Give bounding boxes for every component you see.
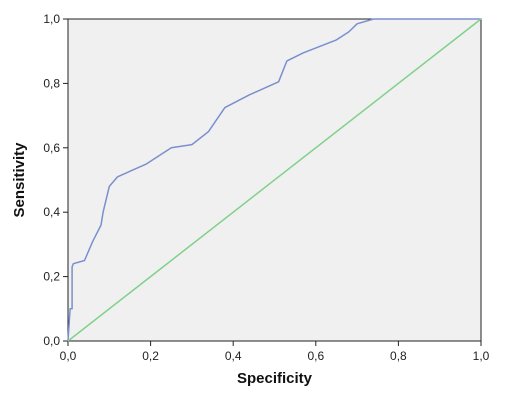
reference-diagonal-line	[67, 18, 482, 342]
y-tick-label: 0,0	[43, 334, 60, 348]
y-axis-title: Sensitivity	[11, 142, 28, 218]
y-tick-label: 0,4	[43, 205, 60, 219]
series-layer	[67, 18, 482, 342]
y-axis: 0,0 0,2 0,4 0,6 0,8 1,0	[43, 12, 68, 348]
x-tick-label: 0,2	[142, 349, 159, 363]
y-tick-label: 0,8	[43, 76, 60, 90]
y-tick-label: 1,0	[43, 12, 60, 26]
y-tick-label: 0,6	[43, 141, 60, 155]
x-axis-title: Specificity	[237, 370, 313, 387]
roc-curve-line	[67, 18, 481, 342]
x-axis: 0,0 0,2 0,4 0,6 0,8 1,0	[60, 341, 490, 363]
x-tick-label: 0,8	[390, 349, 407, 363]
x-tick-label: 0,4	[225, 349, 242, 363]
x-tick-label: 1,0	[473, 349, 490, 363]
y-tick-label: 0,2	[43, 270, 60, 284]
x-tick-label: 0,0	[60, 349, 77, 363]
x-tick-label: 0,6	[307, 349, 324, 363]
